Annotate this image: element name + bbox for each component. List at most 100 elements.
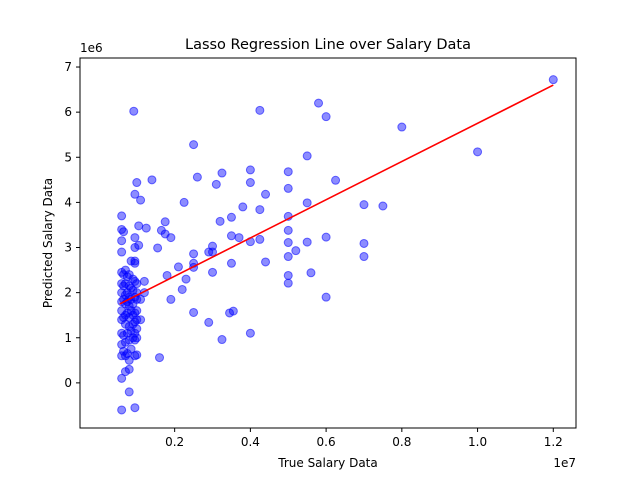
data-point (117, 279, 127, 289)
x-tick-label: 0.2 (165, 435, 184, 449)
data-point (117, 211, 127, 221)
data-point (314, 98, 324, 108)
data-point (130, 189, 140, 199)
data-point (359, 252, 369, 262)
y-tick-label: 3 (64, 241, 72, 255)
data-point (321, 112, 331, 122)
data-point (291, 246, 301, 256)
chart-title: Lasso Regression Line over Salary Data (185, 37, 471, 53)
data-point (255, 105, 265, 115)
data-point (261, 257, 271, 267)
data-point (117, 288, 127, 298)
data-point (129, 106, 139, 116)
data-point (192, 172, 202, 182)
data-point (117, 236, 127, 246)
data-point (139, 276, 149, 286)
data-point (283, 252, 293, 262)
regression-line-layer (119, 84, 554, 305)
data-point (130, 233, 140, 243)
data-point (117, 306, 127, 316)
data-point (204, 317, 214, 327)
data-point (117, 247, 127, 257)
data-point (147, 175, 157, 185)
data-point (548, 75, 558, 85)
data-point (302, 151, 312, 161)
data-point (321, 232, 331, 242)
data-point (226, 258, 236, 268)
data-point (226, 231, 236, 241)
data-point (234, 233, 244, 243)
data-point (283, 183, 293, 193)
x-tick-label: 1.2 (544, 435, 563, 449)
data-point (378, 201, 388, 211)
x-axis-ticks: 0.2 0.4 0.6 0.8 1.0 1.2 (165, 428, 563, 449)
data-point (117, 315, 127, 325)
data-point (160, 217, 170, 227)
x-axis-label: True Salary Data (277, 456, 377, 470)
data-point (283, 238, 293, 248)
data-point (283, 278, 293, 288)
data-point (359, 238, 369, 248)
y-tick-label: 5 (64, 150, 72, 164)
data-point (153, 243, 163, 253)
data-point (359, 200, 369, 210)
data-point (255, 205, 265, 215)
y-tick-label: 7 (64, 60, 72, 74)
y-tick-label: 6 (64, 105, 72, 119)
data-point (331, 175, 341, 185)
data-point (119, 346, 129, 356)
data-point (117, 328, 127, 338)
data-point (283, 270, 293, 280)
data-point (245, 178, 255, 188)
data-point (181, 274, 191, 284)
x-tick-label: 0.8 (392, 435, 411, 449)
data-point (117, 351, 127, 361)
data-point (245, 165, 255, 175)
data-point (306, 268, 316, 278)
data-point (173, 262, 183, 272)
x-tick-label: 1.0 (468, 435, 487, 449)
data-point (136, 195, 146, 205)
x-tick-label: 0.4 (241, 435, 260, 449)
data-point (119, 227, 129, 237)
data-point (225, 308, 235, 318)
data-point (130, 243, 140, 253)
data-point (302, 198, 312, 208)
data-point (217, 335, 227, 345)
data-point (226, 212, 236, 222)
x-axis-offset-text: 1e7 (553, 456, 576, 470)
regression-line (119, 84, 554, 305)
plot-area-frame (79, 57, 577, 429)
data-point (255, 234, 265, 244)
data-point (204, 247, 214, 257)
data-point (130, 403, 140, 413)
data-point (245, 328, 255, 338)
data-point (189, 307, 199, 317)
data-point (302, 237, 312, 247)
data-point (261, 189, 271, 199)
data-point (124, 387, 134, 397)
data-point (117, 373, 127, 383)
data-point (189, 249, 199, 259)
data-point (126, 256, 136, 266)
data-point (397, 122, 407, 132)
data-point (155, 353, 165, 363)
y-axis-ticks: 0 1 2 3 4 5 6 7 (64, 60, 80, 390)
data-point (134, 221, 144, 231)
data-point (141, 223, 151, 233)
data-point (283, 225, 293, 235)
data-point (179, 197, 189, 207)
data-point (156, 225, 166, 235)
x-tick-label: 0.6 (317, 435, 336, 449)
data-point (217, 168, 227, 178)
data-point (238, 202, 248, 212)
data-point (283, 167, 293, 177)
data-point (117, 340, 127, 350)
data-point (473, 147, 483, 157)
data-point (215, 216, 225, 226)
y-axis-offset-text: 1e6 (80, 41, 103, 55)
data-point (321, 292, 331, 302)
data-point (189, 140, 199, 150)
y-tick-label: 4 (64, 195, 72, 209)
